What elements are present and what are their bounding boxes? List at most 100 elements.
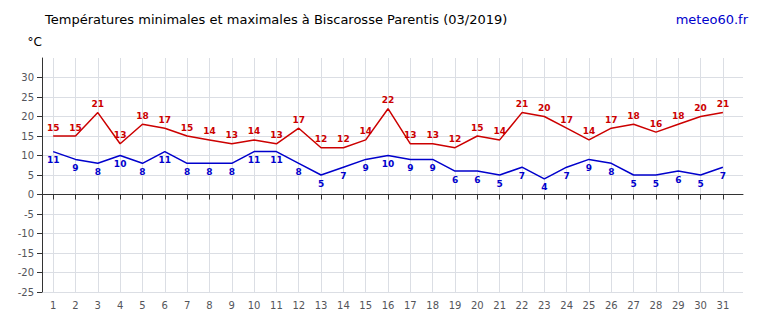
- svg-text:18: 18: [426, 300, 439, 311]
- svg-text:-25: -25: [18, 287, 34, 298]
- svg-text:17: 17: [292, 115, 305, 125]
- svg-text:12: 12: [315, 134, 328, 144]
- svg-text:5: 5: [318, 179, 324, 189]
- svg-text:6: 6: [474, 175, 480, 185]
- svg-text:21: 21: [493, 300, 506, 311]
- svg-text:5: 5: [630, 179, 636, 189]
- svg-text:4: 4: [541, 182, 547, 192]
- svg-text:21: 21: [717, 99, 730, 109]
- svg-text:6: 6: [675, 175, 681, 185]
- svg-text:13: 13: [225, 130, 238, 140]
- svg-text:13: 13: [315, 300, 328, 311]
- svg-text:27: 27: [627, 300, 640, 311]
- svg-text:17: 17: [560, 115, 573, 125]
- svg-text:11: 11: [248, 155, 261, 165]
- svg-text:11: 11: [270, 300, 283, 311]
- svg-text:9: 9: [586, 163, 592, 173]
- svg-text:13: 13: [404, 130, 417, 140]
- svg-text:7: 7: [564, 171, 570, 181]
- svg-text:-5: -5: [24, 209, 34, 220]
- svg-text:14: 14: [248, 126, 261, 136]
- svg-text:30: 30: [694, 300, 707, 311]
- svg-text:16: 16: [650, 119, 663, 129]
- svg-text:14: 14: [337, 300, 350, 311]
- svg-text:7: 7: [184, 300, 190, 311]
- svg-text:22: 22: [382, 95, 395, 105]
- svg-text:7: 7: [340, 171, 346, 181]
- svg-text:8: 8: [206, 300, 212, 311]
- svg-text:31: 31: [717, 300, 730, 311]
- svg-text:-15: -15: [18, 248, 34, 259]
- svg-text:12: 12: [337, 134, 350, 144]
- svg-text:6: 6: [162, 300, 168, 311]
- svg-text:13: 13: [114, 130, 127, 140]
- svg-text:14: 14: [203, 126, 216, 136]
- svg-text:29: 29: [672, 300, 685, 311]
- svg-text:25: 25: [21, 92, 34, 103]
- svg-text:11: 11: [159, 155, 172, 165]
- svg-text:5: 5: [653, 179, 659, 189]
- svg-text:5: 5: [28, 170, 34, 181]
- svg-text:-20: -20: [18, 267, 34, 278]
- svg-text:17: 17: [159, 115, 172, 125]
- svg-text:12: 12: [292, 300, 305, 311]
- svg-text:8: 8: [229, 167, 235, 177]
- svg-text:meteo60.fr: meteo60.fr: [676, 12, 749, 27]
- svg-text:20: 20: [471, 300, 484, 311]
- svg-text:18: 18: [627, 111, 640, 121]
- svg-text:8: 8: [184, 167, 190, 177]
- svg-text:15: 15: [69, 123, 82, 133]
- svg-text:7: 7: [519, 171, 525, 181]
- svg-text:15: 15: [47, 123, 60, 133]
- svg-text:22: 22: [516, 300, 529, 311]
- svg-text:9: 9: [72, 163, 78, 173]
- svg-text:9: 9: [229, 300, 235, 311]
- svg-text:30: 30: [21, 72, 34, 83]
- svg-text:18: 18: [672, 111, 685, 121]
- svg-text:2: 2: [72, 300, 78, 311]
- svg-text:13: 13: [270, 130, 283, 140]
- svg-text:17: 17: [404, 300, 417, 311]
- svg-text:9: 9: [407, 163, 413, 173]
- svg-text:17: 17: [605, 115, 618, 125]
- svg-text:20: 20: [21, 111, 34, 122]
- svg-text:20: 20: [538, 103, 551, 113]
- svg-text:23: 23: [538, 300, 551, 311]
- svg-text:12: 12: [449, 134, 462, 144]
- svg-text:5: 5: [697, 179, 703, 189]
- svg-text:26: 26: [605, 300, 618, 311]
- svg-text:5: 5: [139, 300, 145, 311]
- svg-text:21: 21: [92, 99, 105, 109]
- svg-text:15: 15: [359, 300, 372, 311]
- svg-text:10: 10: [21, 150, 34, 161]
- svg-text:21: 21: [516, 99, 529, 109]
- svg-text:15: 15: [181, 123, 194, 133]
- svg-text:13: 13: [426, 130, 439, 140]
- svg-text:14: 14: [583, 126, 596, 136]
- svg-text:28: 28: [650, 300, 663, 311]
- svg-text:8: 8: [139, 167, 145, 177]
- svg-text:15: 15: [471, 123, 484, 133]
- svg-text:16: 16: [382, 300, 395, 311]
- svg-text:7: 7: [720, 171, 726, 181]
- svg-text:18: 18: [136, 111, 149, 121]
- svg-text:19: 19: [449, 300, 462, 311]
- svg-text:9: 9: [430, 163, 436, 173]
- svg-text:4: 4: [117, 300, 123, 311]
- svg-text:1: 1: [50, 300, 56, 311]
- svg-text:11: 11: [270, 155, 283, 165]
- svg-text:Températures minimales et maxi: Températures minimales et maximales à Bi…: [44, 12, 507, 27]
- svg-text:14: 14: [493, 126, 506, 136]
- svg-text:11: 11: [47, 155, 60, 165]
- svg-text:5: 5: [497, 179, 503, 189]
- svg-text:9: 9: [363, 163, 369, 173]
- svg-text:0: 0: [28, 189, 34, 200]
- svg-text:20: 20: [694, 103, 707, 113]
- svg-text:15: 15: [21, 131, 34, 142]
- svg-text:-10: -10: [18, 228, 34, 239]
- svg-text:14: 14: [359, 126, 372, 136]
- svg-text:25: 25: [583, 300, 596, 311]
- svg-text:°C: °C: [28, 35, 42, 49]
- svg-text:24: 24: [560, 300, 573, 311]
- svg-text:8: 8: [95, 167, 101, 177]
